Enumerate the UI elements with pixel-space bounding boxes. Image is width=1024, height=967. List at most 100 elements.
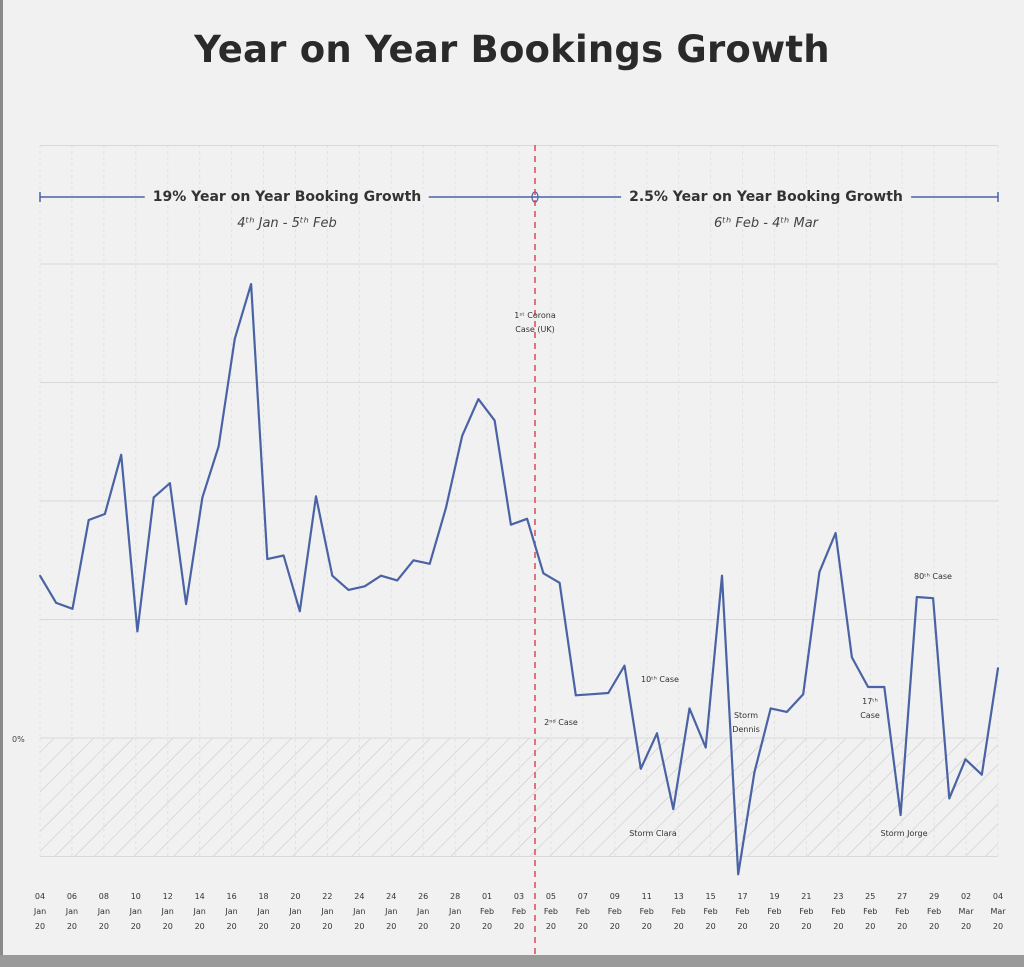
data-point xyxy=(104,513,106,515)
data-point xyxy=(737,873,740,876)
x-tick-label: 20 xyxy=(897,922,907,931)
x-tick-label: 23 xyxy=(833,892,843,901)
x-tick-label: 04 xyxy=(35,892,45,901)
x-tick-label: 20 xyxy=(290,922,300,931)
x-tick-label: 09 xyxy=(610,892,620,901)
annotation-tenth-case: 10ᵗʰ Case xyxy=(641,675,679,684)
x-tick-label: 05 xyxy=(546,892,556,901)
x-tick-label: Feb xyxy=(863,907,877,916)
x-tick-label: Feb xyxy=(640,907,654,916)
data-point xyxy=(168,482,171,485)
data-point xyxy=(347,588,350,591)
x-tick-label: Jan xyxy=(384,907,397,916)
data-point xyxy=(428,562,431,565)
x-tick-label: 20 xyxy=(674,922,684,931)
x-tick-label: Jan xyxy=(33,907,46,916)
data-point xyxy=(331,574,334,577)
x-tick-label: 20 xyxy=(163,922,173,931)
x-tick-label: Jan xyxy=(192,907,205,916)
data-point xyxy=(396,579,399,582)
x-tick-label: 26 xyxy=(418,892,428,901)
data-point xyxy=(185,603,188,605)
negative-zone-hatch xyxy=(40,738,998,856)
x-tick-label: 20 xyxy=(99,922,109,931)
x-tick-label: Jan xyxy=(161,907,174,916)
x-tick-label: Mar xyxy=(990,907,1006,916)
annotation-storm-clara: Storm Clara xyxy=(629,829,677,838)
data-point xyxy=(526,517,529,520)
data-point xyxy=(201,496,204,499)
x-tick-label: 20 xyxy=(801,922,811,931)
x-tick-label: 29 xyxy=(929,892,939,901)
bottom-strip xyxy=(0,955,1024,967)
data-point xyxy=(315,495,317,498)
data-point xyxy=(867,686,870,688)
x-tick-label: Feb xyxy=(767,907,781,916)
data-point xyxy=(250,283,252,286)
x-tick-label: Feb xyxy=(512,907,526,916)
data-point xyxy=(363,585,366,588)
data-point xyxy=(558,581,561,584)
x-tick-label: Feb xyxy=(831,907,845,916)
y-tick-label: 0% xyxy=(12,735,25,744)
x-tick-label: 07 xyxy=(578,892,588,901)
data-point xyxy=(445,507,447,510)
annotation-second-case: 2ⁿᵈ Case xyxy=(544,718,578,727)
data-point xyxy=(461,434,464,437)
x-tick-label: 15 xyxy=(706,892,716,901)
annotation-17th-case: 17ᵗʰ Case xyxy=(860,697,880,720)
period-1-dates: 4ᵗʰ Jan - 5ᵗʰ Feb xyxy=(237,216,337,231)
x-tick-label: Jan xyxy=(320,907,333,916)
data-point xyxy=(120,453,123,456)
x-tick-label: 28 xyxy=(450,892,460,901)
data-point xyxy=(932,597,934,600)
data-point xyxy=(834,532,837,534)
data-point xyxy=(964,758,967,761)
x-tick-label: 03 xyxy=(514,892,524,901)
data-point xyxy=(87,519,90,521)
x-tick-label: 20 xyxy=(35,922,45,931)
x-tick-label: Feb xyxy=(608,907,622,916)
series-line xyxy=(39,283,1000,876)
data-point xyxy=(818,571,821,573)
x-tick-label: 20 xyxy=(354,922,364,931)
x-tick-label: 01 xyxy=(482,892,492,901)
x-tick-label: 21 xyxy=(801,892,811,901)
x-tick-label: 11 xyxy=(642,892,652,901)
x-tick-label: 20 xyxy=(769,922,779,931)
period-1-label: 19% Year on Year Booking Growth xyxy=(144,189,430,205)
data-point xyxy=(282,554,285,557)
x-tick-label: 20 xyxy=(227,922,237,931)
data-point xyxy=(915,596,918,598)
x-tick-label: 24 xyxy=(354,892,364,901)
data-point xyxy=(786,711,788,713)
window-edge xyxy=(0,0,3,955)
x-tick-label: 20 xyxy=(578,922,588,931)
data-point xyxy=(639,767,642,770)
x-tick-label: 19 xyxy=(769,892,779,901)
x-tick-label: Jan xyxy=(97,907,110,916)
x-tick-label: Feb xyxy=(799,907,813,916)
x-tick-label: 20 xyxy=(642,922,652,931)
x-tick-label: 10 xyxy=(131,892,141,901)
x-tick-label: 20 xyxy=(67,922,77,931)
data-point xyxy=(493,419,496,422)
x-tick-label: 20 xyxy=(386,922,396,931)
period-2-label: 2.5% Year on Year Booking Growth xyxy=(621,189,911,205)
data-point xyxy=(39,574,41,577)
x-tick-label: 16 xyxy=(227,892,237,901)
x-tick-label: 20 xyxy=(833,922,843,931)
data-point xyxy=(899,814,902,816)
data-point xyxy=(266,558,269,560)
x-tick-label: 20 xyxy=(865,922,875,931)
x-tick-label: 17 xyxy=(737,892,747,901)
data-point xyxy=(509,523,512,526)
data-point xyxy=(721,574,723,577)
x-tick-label: Jan xyxy=(224,907,237,916)
x-tick-label: 20 xyxy=(450,922,460,931)
data-point xyxy=(152,496,155,499)
data-point xyxy=(704,746,707,749)
x-tick-label: 14 xyxy=(195,892,205,901)
